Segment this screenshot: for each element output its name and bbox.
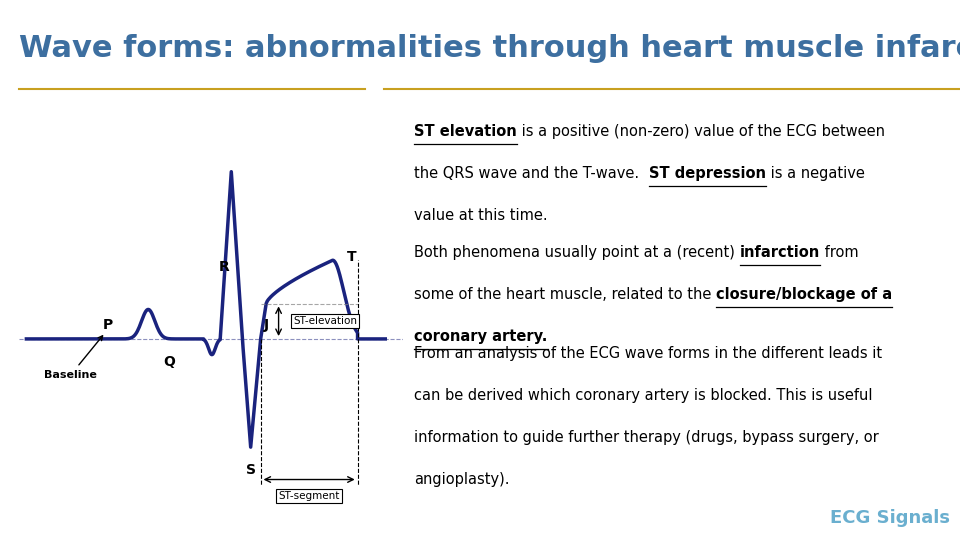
- Text: ©: ©: [10, 509, 26, 527]
- Text: Wave forms: abnormalities through heart muscle infarction: Wave forms: abnormalities through heart …: [19, 34, 960, 63]
- Text: Both phenomena usually point at a (recent): Both phenomena usually point at a (recen…: [414, 245, 739, 260]
- Text: From an analysis of the ECG wave forms in the different leads it: From an analysis of the ECG wave forms i…: [414, 346, 882, 361]
- Text: value at this time.: value at this time.: [414, 208, 548, 224]
- Text: R: R: [218, 260, 229, 274]
- Text: ST-elevation: ST-elevation: [293, 316, 357, 326]
- Text: from: from: [820, 245, 858, 260]
- Text: information to guide further therapy (drugs, bypass surgery, or: information to guide further therapy (dr…: [414, 430, 879, 445]
- Text: is a positive (non-zero) value of the ECG between: is a positive (non-zero) value of the EC…: [516, 124, 885, 139]
- Text: coronary artery.: coronary artery.: [414, 329, 547, 344]
- Text: T: T: [347, 250, 356, 264]
- Text: infarction: infarction: [739, 245, 820, 260]
- Text: P: P: [103, 318, 113, 332]
- Text: dr. Chris R. Mol, BME, NORTEC, 2017: dr. Chris R. Mol, BME, NORTEC, 2017: [353, 511, 607, 525]
- Text: can be derived which coronary artery is blocked. This is useful: can be derived which coronary artery is …: [414, 388, 873, 403]
- Text: some of the heart muscle, related to the: some of the heart muscle, related to the: [414, 287, 716, 302]
- Text: ECG Signals: ECG Signals: [830, 509, 950, 527]
- Text: J: J: [264, 319, 270, 333]
- Text: Q: Q: [163, 355, 175, 369]
- Text: ST depression: ST depression: [649, 166, 765, 181]
- Text: angioplasty).: angioplasty).: [414, 472, 510, 487]
- Text: closure/blockage of a: closure/blockage of a: [716, 287, 892, 302]
- Text: S: S: [246, 463, 255, 477]
- Text: ST elevation: ST elevation: [414, 124, 516, 139]
- Text: ST-segment: ST-segment: [278, 491, 340, 501]
- Text: the QRS wave and the T-wave.: the QRS wave and the T-wave.: [414, 166, 649, 181]
- Text: is a negative: is a negative: [765, 166, 864, 181]
- Text: Baseline: Baseline: [44, 336, 103, 380]
